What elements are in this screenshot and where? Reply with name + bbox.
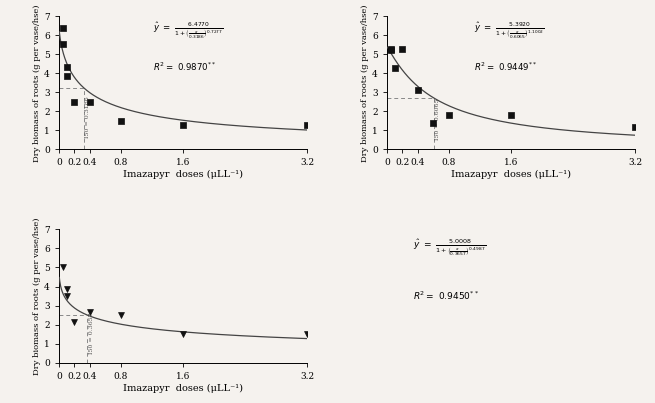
X-axis label: Imazapyr  doses (μLL⁻¹): Imazapyr doses (μLL⁻¹) (451, 170, 571, 179)
Point (84, 309, 95, 316)
Point (58, 263, 68, 270)
Point (506, 112, 516, 118)
Point (58, 41, 68, 47)
Point (413, 87, 423, 93)
Text: I50 = 0.6065: I50 = 0.6065 (435, 99, 440, 140)
Point (62, 293, 72, 299)
Point (428, 120, 439, 126)
Point (630, 123, 641, 130)
Point (444, 112, 455, 118)
Point (84, 99, 95, 105)
Text: $R^{2}=\ 0.9449^{**}$: $R^{2}=\ 0.9449^{**}$ (474, 60, 537, 73)
Point (62, 73, 72, 79)
Point (302, 331, 312, 337)
X-axis label: Imazapyr  doses (μLL⁻¹): Imazapyr doses (μLL⁻¹) (123, 170, 243, 179)
Point (69, 318, 80, 325)
Point (178, 121, 189, 128)
Text: $\hat{y}\ =\ \frac{5.0008}{1+\left(\frac{x}{0.3657}\right)^{0.4987}}$: $\hat{y}\ =\ \frac{5.0008}{1+\left(\frac… (413, 237, 487, 258)
Text: I50 = 0.3657: I50 = 0.3657 (88, 312, 94, 354)
Point (178, 331, 189, 337)
Point (58, 24, 68, 31)
Point (69, 99, 80, 105)
Point (302, 121, 312, 128)
Text: $R^{2}=\ 0.9870^{**}$: $R^{2}=\ 0.9870^{**}$ (153, 60, 217, 73)
Point (116, 118, 126, 124)
Point (397, 46, 407, 53)
Y-axis label: Dry biomass of roots (g per vase/hse): Dry biomass of roots (g per vase/hse) (361, 4, 369, 162)
Text: $\hat{y}\ =\ \frac{5.3920}{1+\left(\frac{x}{0.6065}\right)^{1.1002}}$: $\hat{y}\ =\ \frac{5.3920}{1+\left(\frac… (474, 20, 544, 40)
Point (390, 64, 400, 71)
Point (62, 63, 72, 70)
Point (386, 46, 396, 53)
Y-axis label: Dry biomass of roots (g per vase/hse): Dry biomass of roots (g per vase/hse) (33, 4, 41, 162)
Point (386, 47, 396, 54)
Point (62, 286, 72, 293)
Text: I50 = 0.3186: I50 = 0.3186 (85, 97, 90, 138)
Text: $R^{2}=\ 0.9450^{**}$: $R^{2}=\ 0.9450^{**}$ (413, 290, 479, 302)
Point (116, 312, 126, 318)
Y-axis label: Dry biomass of roots (g per vase/hse): Dry biomass of roots (g per vase/hse) (33, 217, 41, 375)
X-axis label: Imazapyr  doses (μLL⁻¹): Imazapyr doses (μLL⁻¹) (123, 384, 243, 393)
Text: $\hat{y}\ =\ \frac{6.4770}{1+\left(\frac{x}{0.3186}\right)^{0.7277}}$: $\hat{y}\ =\ \frac{6.4770}{1+\left(\frac… (153, 20, 223, 40)
